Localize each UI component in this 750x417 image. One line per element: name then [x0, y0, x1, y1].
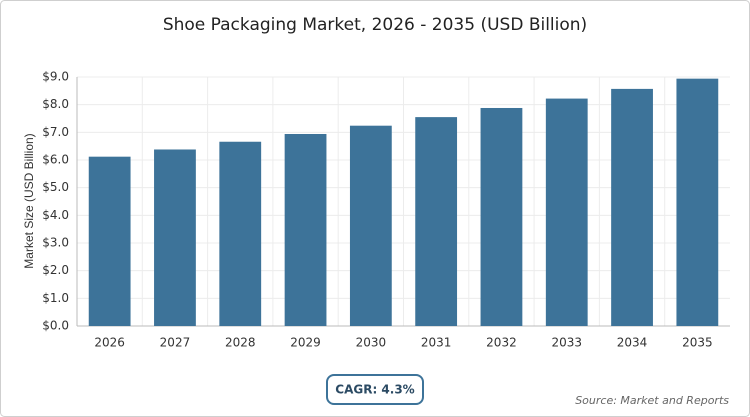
y-tick-label: $3.0 [42, 236, 69, 250]
bar [611, 88, 653, 326]
bar [284, 133, 327, 326]
x-tick-label: 2033 [551, 336, 582, 350]
x-tick-label: 2026 [94, 336, 125, 350]
bar [676, 78, 719, 326]
x-tick-label: 2035 [682, 336, 713, 350]
x-tick-label: 2029 [290, 336, 321, 350]
bar [154, 149, 196, 326]
y-tick-label: $7.0 [42, 125, 69, 139]
x-tick-label: 2027 [160, 336, 191, 350]
bar [219, 141, 262, 326]
y-tick-label: $8.0 [42, 97, 69, 111]
x-tick-label: 2028 [225, 336, 256, 350]
x-tick-label: 2030 [356, 336, 387, 350]
y-tick-label: $1.0 [42, 291, 69, 305]
x-tick-label: 2032 [486, 336, 517, 350]
x-tick-label: 2034 [617, 336, 648, 350]
y-tick-label: $9.0 [42, 70, 69, 84]
y-tick-label: $4.0 [42, 208, 69, 222]
y-tick-label: $0.0 [42, 319, 69, 333]
chart-title: Shoe Packaging Market, 2026 - 2035 (USD … [163, 15, 587, 35]
bar [480, 107, 523, 326]
cagr-box [326, 374, 424, 405]
cagr-label: CAGR: 4.3% [335, 383, 414, 397]
y-axis-label: Market Size (USD Billion) [22, 133, 36, 268]
source-note: Source: Market and Reports [575, 394, 729, 407]
bar [415, 117, 458, 326]
y-tick-label: $5.0 [42, 180, 69, 194]
bar [349, 125, 392, 327]
bar [88, 156, 131, 326]
bar [545, 98, 588, 326]
y-tick-label: $6.0 [42, 153, 69, 167]
x-tick-label: 2031 [421, 336, 452, 350]
y-tick-label: $2.0 [42, 263, 69, 277]
